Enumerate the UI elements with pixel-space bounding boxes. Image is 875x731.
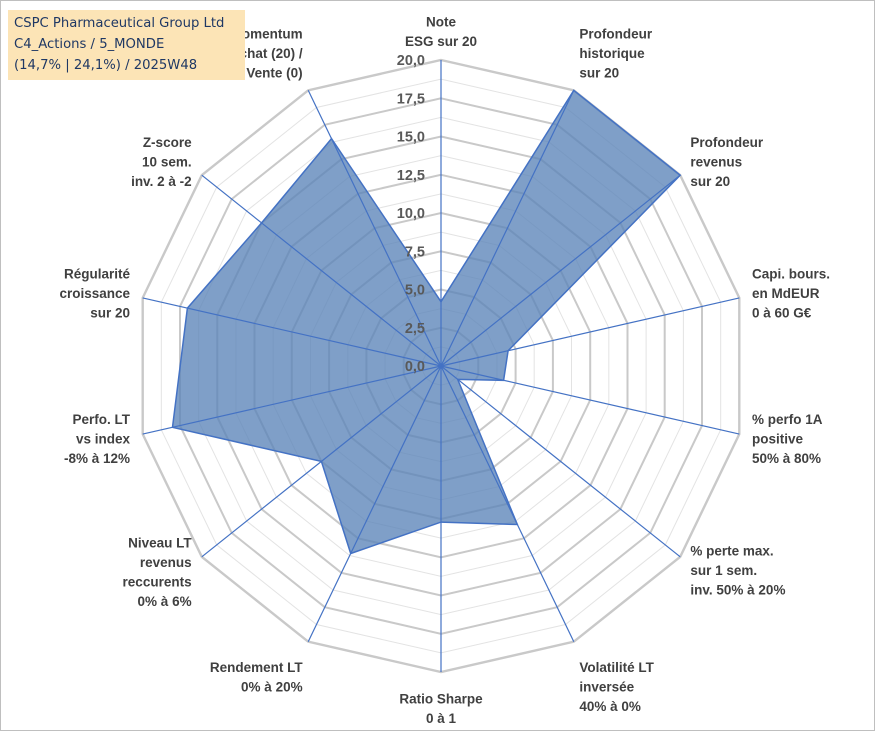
axis-label-line: -8% à 12%	[64, 451, 130, 466]
tick-label: 17,5	[397, 91, 425, 107]
axis-label-line: Z-score	[143, 135, 192, 150]
axis-label-13: Momentum Achat (20) / Vente (0)	[230, 27, 303, 81]
axis-label-line: 0 à 60 G€	[752, 305, 812, 320]
tick-label: 12,5	[397, 168, 425, 184]
axis-label-4: % perfo 1A positive 50% à 80%	[752, 412, 823, 466]
axis-label-3: Capi. bours. en MdEUR 0 à 60 G€	[752, 266, 830, 320]
axis-label-line: revenus	[690, 154, 742, 169]
tick-label: 20,0	[397, 53, 425, 69]
axis-label-line: Vente (0)	[246, 66, 302, 81]
axis-label-line: croissance	[59, 286, 130, 301]
axis-label-line: sur 20	[90, 305, 130, 320]
axis-label-8: Rendement LT 0% à 20%	[210, 660, 304, 695]
tick-label: 10,0	[397, 206, 425, 222]
tick-label: 2,5	[405, 321, 425, 337]
spoke-11	[142, 297, 442, 367]
axis-label-line: revenus	[140, 555, 192, 570]
title-line-portfolio: C4_Actions / 5_MONDE	[14, 37, 165, 52]
axis-label-line: Ratio Sharpe	[399, 692, 483, 707]
axis-label-line: % perte max.	[690, 544, 773, 559]
spoke-2	[440, 174, 681, 367]
axis-label-11: Régularité croissance sur 20	[59, 266, 130, 320]
axis-label-line: en MdEUR	[752, 286, 820, 301]
axis-label-line: historique	[579, 46, 645, 61]
axis-label-5: % perte max. sur 1 sem. inv. 50% à 20%	[690, 544, 785, 598]
spoke-10	[142, 365, 442, 435]
spoke-8	[307, 365, 442, 642]
axis-label-line: Niveau LT	[128, 536, 192, 551]
title-line-period: (14,7% | 24,1%) / 2025W48	[14, 58, 198, 73]
axis-label-line: 0% à 20%	[241, 679, 303, 694]
axis-label-6: Volatilité LT inversée 40% à 0%	[579, 660, 654, 714]
axis-label-line: 0 à 1	[426, 711, 457, 726]
axis-label-line: vs index	[76, 432, 131, 447]
axis-label-line: reccurents	[123, 575, 192, 590]
axis-label-2: Profondeur revenus sur 20	[690, 135, 763, 189]
axis-label-line: Profondeur	[579, 27, 652, 42]
axis-label-line: Volatilité LT	[579, 660, 654, 675]
axis-label-9: Niveau LT revenus reccurents 0% à 6%	[123, 536, 193, 610]
axis-label-line: positive	[752, 432, 804, 447]
axis-label-line: Capi. bours.	[752, 266, 830, 281]
axis-label-line: Momentum	[231, 27, 303, 42]
spoke-3	[440, 297, 740, 367]
tick-label: 5,0	[405, 283, 425, 299]
spoke-13	[307, 90, 442, 367]
axis-label-12: Z-score 10 sem. inv. 2 à -2	[131, 135, 192, 189]
axis-label-line: Note	[426, 15, 456, 30]
spoke-1	[440, 90, 575, 367]
axis-label-0: Note ESG sur 20	[405, 15, 477, 50]
tick-label: 15,0	[397, 130, 425, 146]
axis-label-line: Régularité	[64, 266, 131, 281]
axis-label-line: Rendement LT	[210, 660, 304, 675]
axis-label-line: sur 20	[579, 66, 619, 81]
spoke-9	[201, 365, 442, 558]
spoke-6	[440, 365, 575, 642]
axis-label-line: 0% à 6%	[138, 594, 192, 609]
axis-label-7: Ratio Sharpe 0 à 1	[399, 692, 483, 727]
tick-label: 0,0	[405, 359, 425, 375]
axis-label-line: Perfo. LT	[72, 412, 130, 427]
axis-label-line: ESG sur 20	[405, 34, 477, 49]
axis-label-line: 40% à 0%	[579, 699, 641, 714]
axis-label-line: sur 20	[690, 174, 730, 189]
spoke-12	[201, 174, 442, 367]
axis-label-line: % perfo 1A	[752, 412, 823, 427]
axis-label-line: inversée	[579, 679, 634, 694]
axis-label-line: Profondeur	[690, 135, 763, 150]
axis-label-1: Profondeur historique sur 20	[579, 27, 652, 81]
axis-label-line: inv. 2 à -2	[131, 174, 192, 189]
axis-label-line: 50% à 80%	[752, 451, 821, 466]
title-line-company: CSPC Pharmaceutical Group Ltd	[14, 16, 225, 31]
spoke-5	[440, 365, 681, 558]
spoke-4	[440, 365, 740, 435]
axis-label-line: sur 1 sem.	[690, 563, 757, 578]
chart-title-box: CSPC Pharmaceutical Group Ltd C4_Actions…	[8, 10, 245, 80]
axis-label-line: inv. 50% à 20%	[690, 583, 785, 598]
axis-label-line: 10 sem.	[142, 154, 192, 169]
tick-label: 7,5	[405, 244, 425, 260]
axis-label-10: Perfo. LT vs index -8% à 12%	[64, 412, 131, 466]
axis-label-line: Achat (20) /	[230, 46, 303, 61]
